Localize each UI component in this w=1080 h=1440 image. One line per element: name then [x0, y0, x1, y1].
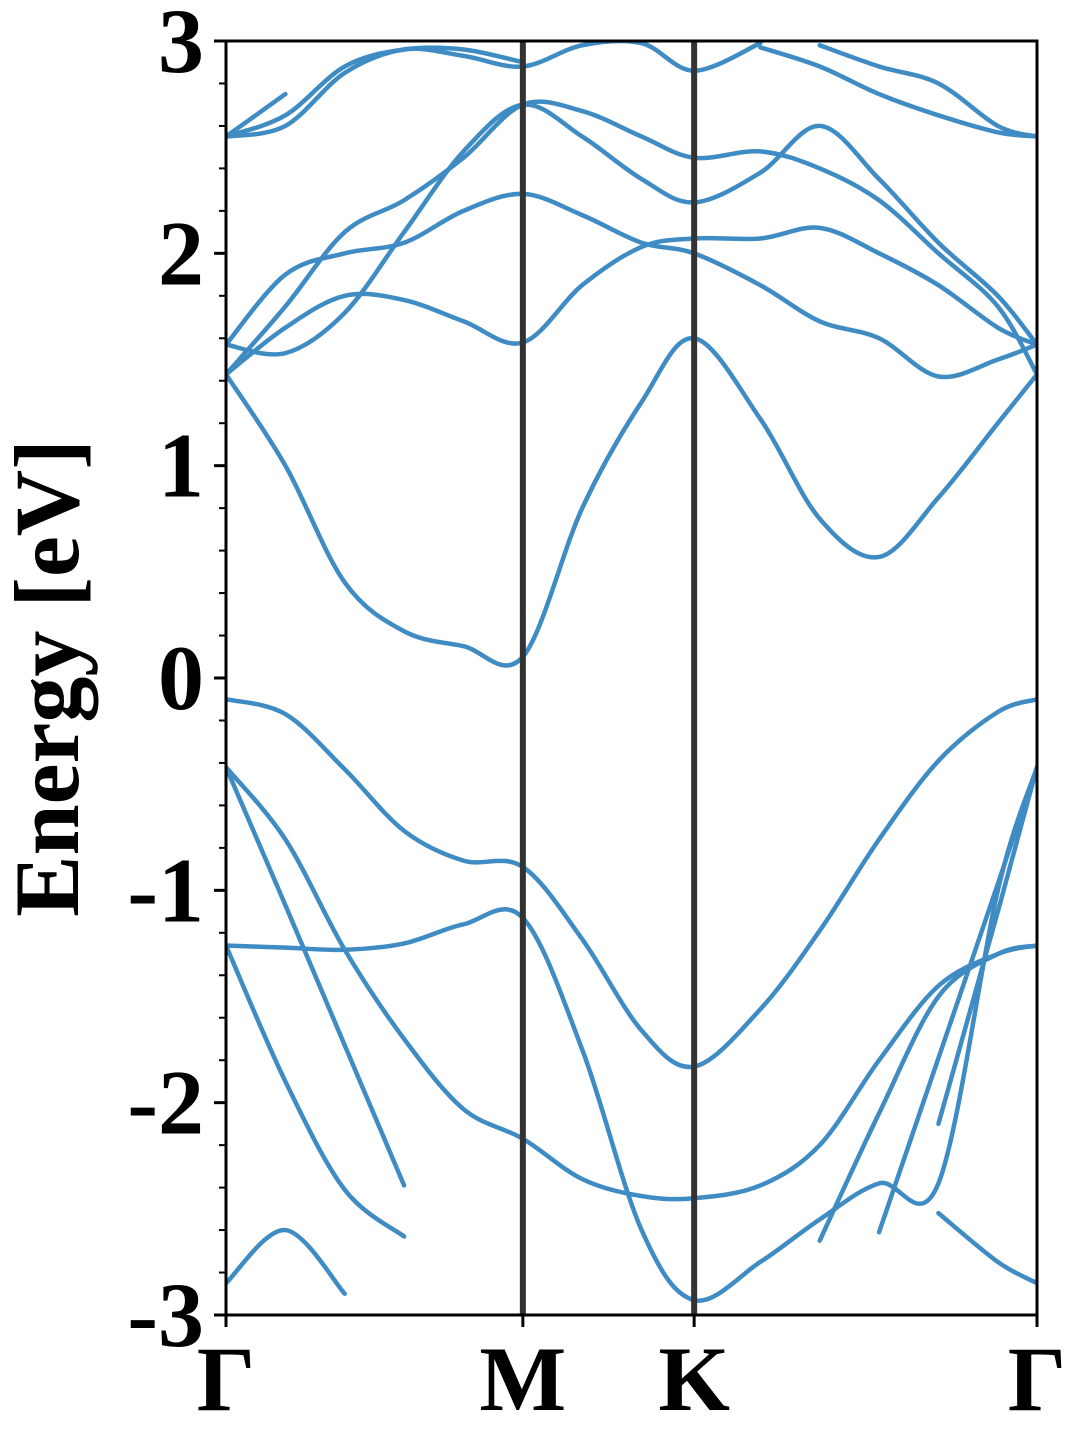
- band-line: [226, 45, 1037, 139]
- band-line: [226, 225, 1037, 377]
- band-line: [226, 102, 1037, 357]
- band-line: [226, 99, 1037, 377]
- band-line: [226, 41, 763, 139]
- band-line: [226, 42, 1037, 139]
- x-tick-label: M: [479, 1328, 566, 1430]
- band-line: [226, 191, 1037, 380]
- band-line: [226, 764, 1037, 1202]
- band-line: [226, 336, 1037, 668]
- y-tick-label: 1: [158, 415, 204, 517]
- band-line: [226, 1210, 1037, 1297]
- y-tick-label: -2: [127, 1052, 204, 1154]
- x-tick-label: Γ: [197, 1328, 256, 1430]
- band-line: [226, 696, 1037, 1070]
- x-tick-label: K: [658, 1328, 730, 1430]
- y-tick-label: 0: [158, 627, 204, 729]
- band-line: [226, 764, 1037, 1235]
- band-line: [226, 764, 1037, 1303]
- y-tick-label: -3: [127, 1264, 204, 1366]
- band-line: [226, 943, 1037, 1243]
- plot-area: [226, 41, 1037, 1303]
- y-tick-label: -1: [127, 839, 204, 941]
- y-tick-label: 2: [158, 202, 204, 304]
- band-line: [936, 764, 1037, 1127]
- x-tick-label: Γ: [1008, 1328, 1067, 1430]
- y-tick-label: 3: [158, 0, 204, 92]
- y-axis-label: Energy [eV]: [0, 439, 98, 917]
